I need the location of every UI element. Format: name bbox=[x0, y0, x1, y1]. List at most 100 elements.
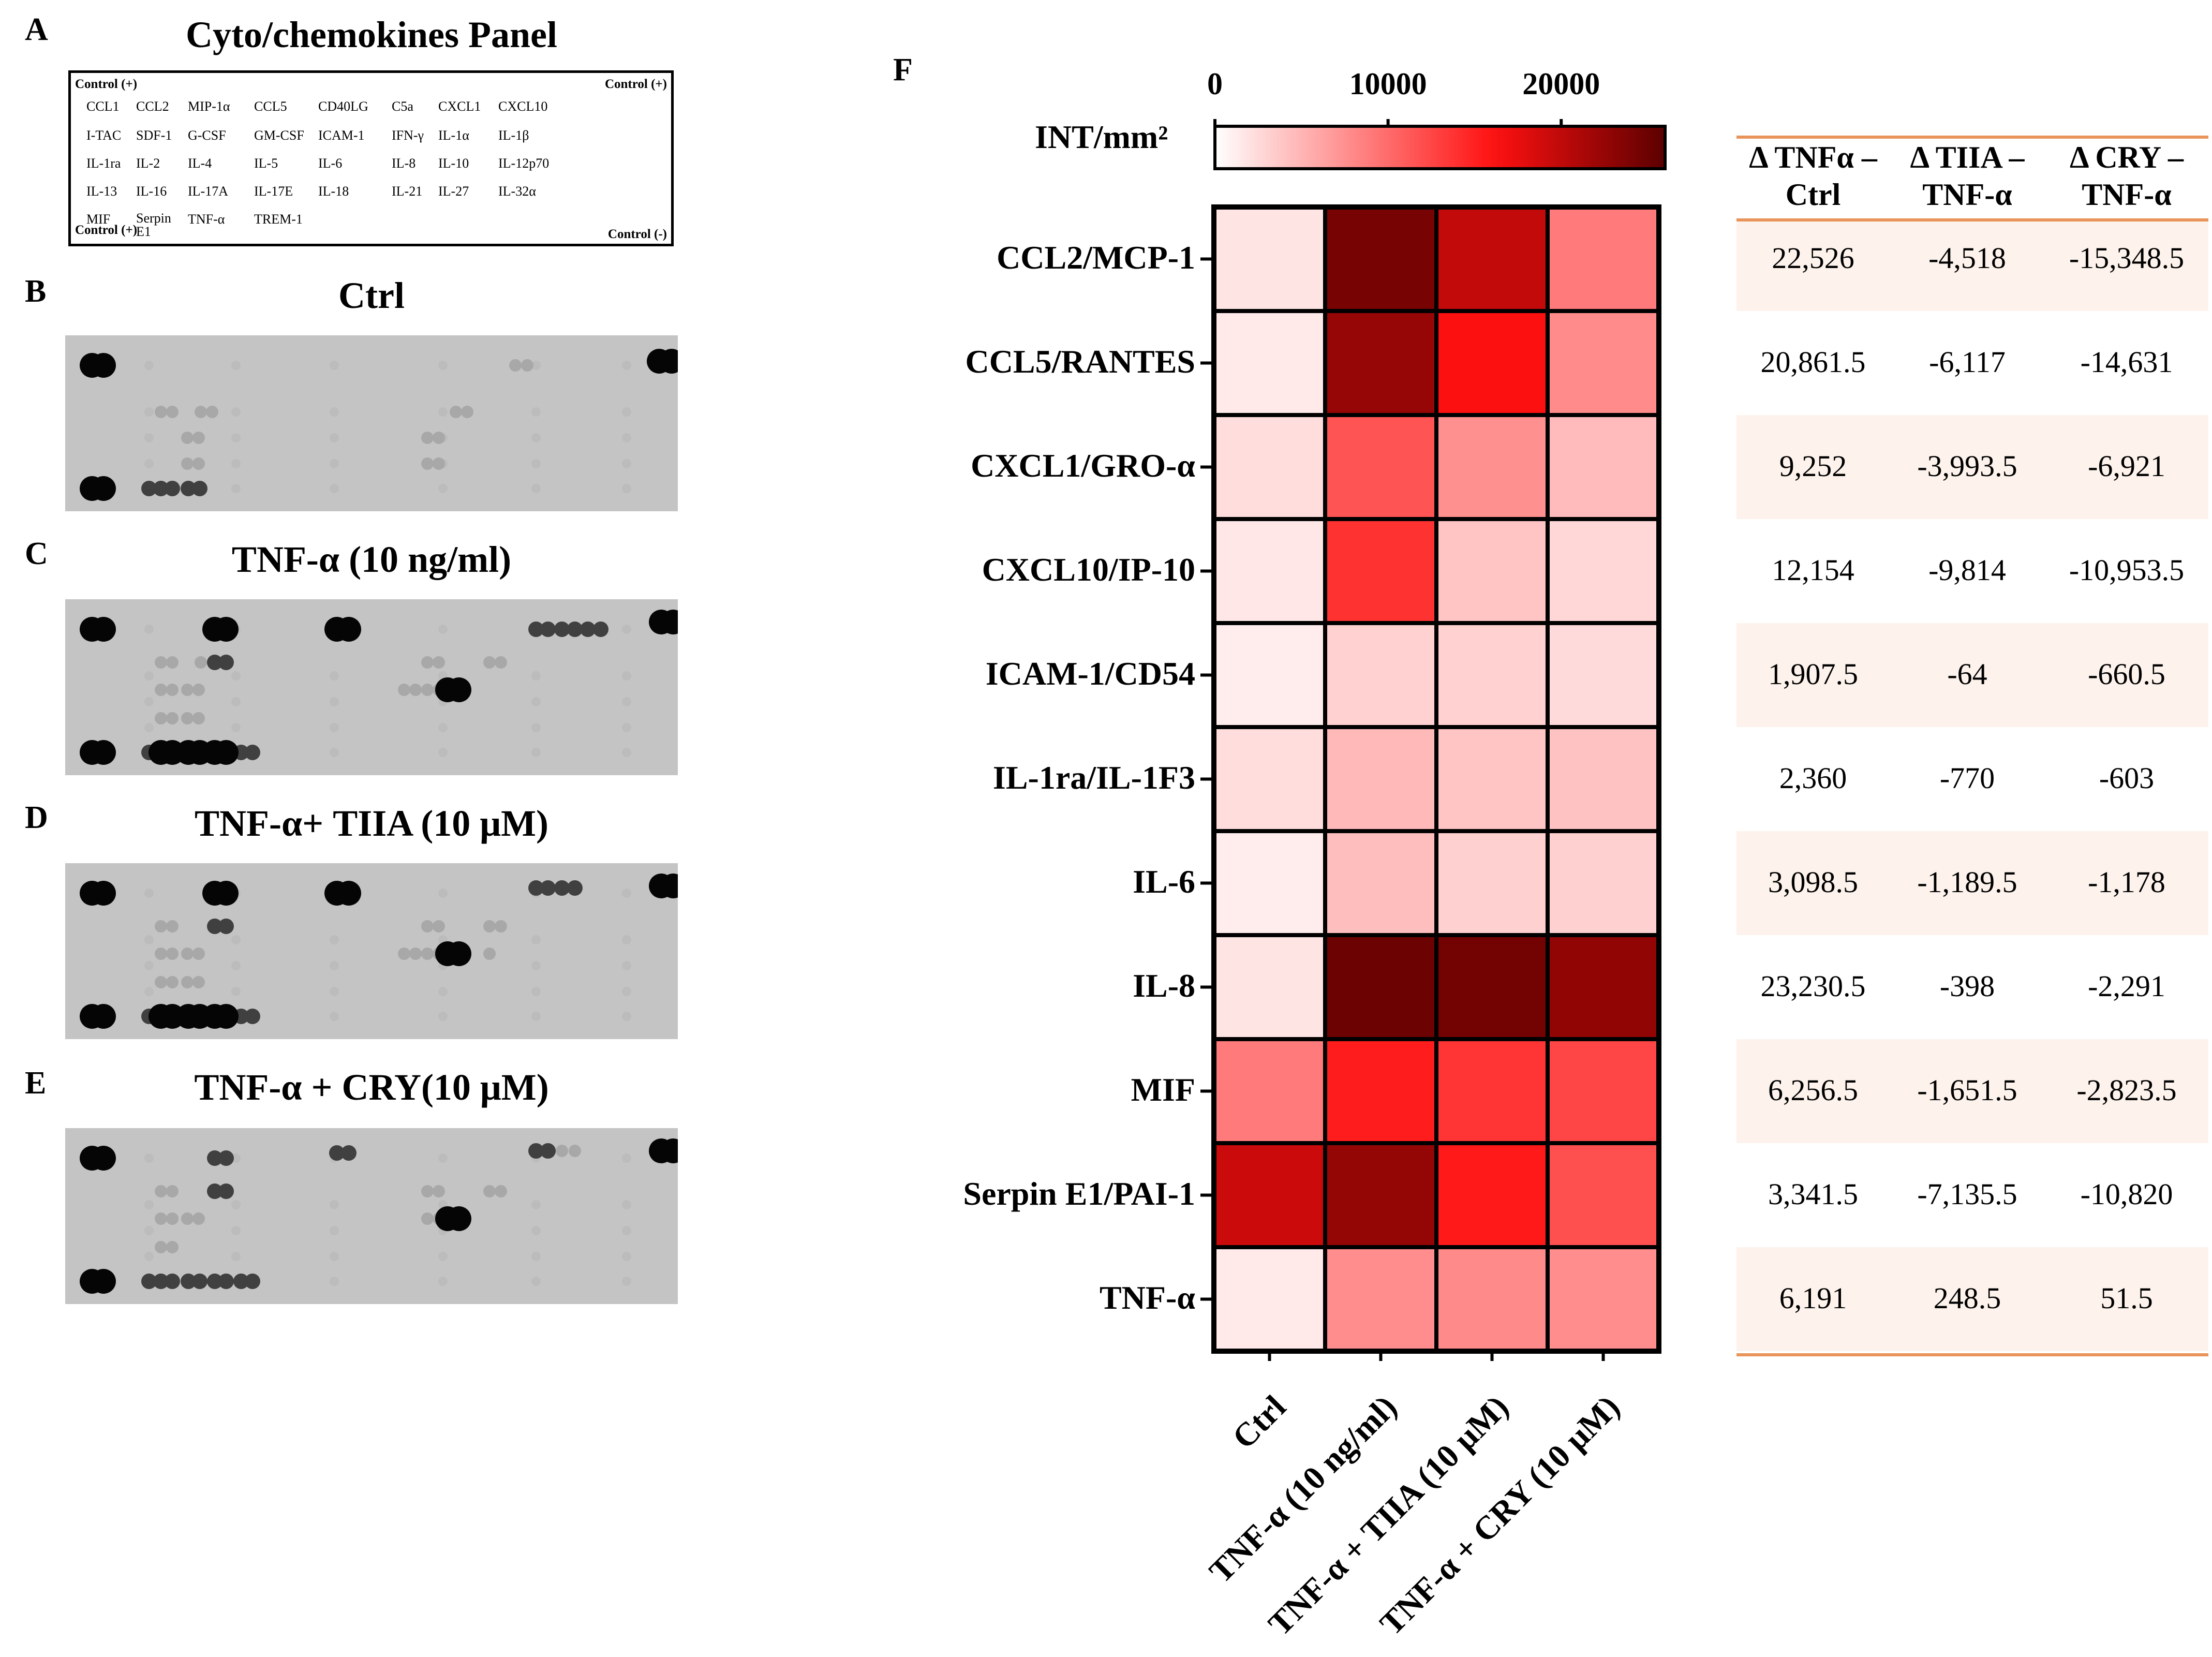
heatmap-cell bbox=[1323, 725, 1438, 833]
column-label: TNF-α (10 ng/ml) bbox=[1202, 1388, 1404, 1590]
blot-spot bbox=[214, 617, 239, 642]
panel-d-title: TNF-α+ TIIA (10 μM) bbox=[195, 803, 548, 844]
blot-spot bbox=[91, 353, 116, 378]
table-row bbox=[1736, 1247, 2208, 1351]
blot-spot bbox=[330, 987, 339, 996]
blot-spot bbox=[438, 889, 448, 898]
blot-spot bbox=[155, 920, 167, 933]
blot-spot bbox=[531, 748, 541, 757]
blot-spot bbox=[144, 407, 154, 417]
blot-spot bbox=[207, 655, 222, 670]
blot-spot bbox=[495, 1185, 507, 1197]
blot-spot bbox=[438, 1277, 448, 1286]
blot-spot bbox=[165, 481, 180, 496]
blot-spot bbox=[144, 1200, 154, 1209]
blot-spot bbox=[330, 361, 339, 370]
heatmap-cell bbox=[1546, 621, 1661, 729]
blot-spot bbox=[433, 457, 445, 470]
blot-spot bbox=[659, 349, 678, 374]
blot-spot bbox=[531, 407, 541, 417]
blot-spot bbox=[166, 976, 179, 988]
blot-spot bbox=[438, 1012, 448, 1021]
blot-spot bbox=[155, 1185, 167, 1197]
heatmap-cell bbox=[1434, 205, 1550, 313]
blot-spot bbox=[166, 656, 179, 669]
table-cell: 2,360 bbox=[1779, 761, 1847, 795]
heatmap-cell bbox=[1323, 205, 1438, 313]
panel-b-title: Ctrl bbox=[338, 275, 405, 316]
blot-cry bbox=[65, 1128, 678, 1304]
blot-spot bbox=[540, 1143, 556, 1159]
row-label: CCL2/MCP-1 bbox=[997, 239, 1195, 276]
table-bottom-rule bbox=[1736, 1353, 2208, 1356]
blot-spot bbox=[91, 476, 116, 501]
legend-cell: IL-21 bbox=[392, 184, 423, 199]
blot-spot bbox=[447, 677, 471, 702]
heatmap-cell bbox=[1434, 725, 1550, 833]
blot-spot bbox=[231, 987, 241, 996]
blot-spot bbox=[531, 1252, 541, 1261]
table-header: Δ TNFα – bbox=[1749, 140, 1877, 174]
heatmap bbox=[1200, 204, 1661, 1361]
table-cell: -1,651.5 bbox=[1917, 1073, 2017, 1107]
blot-spot bbox=[528, 1143, 544, 1159]
blot-spot bbox=[330, 459, 339, 468]
legend-cell: IL-1ra bbox=[86, 156, 121, 171]
blot-spot bbox=[218, 1183, 234, 1199]
blot-spot bbox=[438, 1153, 448, 1163]
heatmap-cell bbox=[1212, 1245, 1327, 1353]
blot-spot bbox=[483, 1185, 496, 1197]
blot-spot bbox=[181, 948, 194, 960]
blot-spot bbox=[231, 697, 241, 706]
blot-spot bbox=[231, 1200, 241, 1209]
blot-spot bbox=[330, 935, 339, 944]
legend-cell: IL-1α bbox=[438, 128, 469, 143]
blot-spot bbox=[166, 920, 179, 933]
blot-spot bbox=[192, 1274, 207, 1289]
column-label: Ctrl bbox=[1225, 1388, 1293, 1456]
table-cell: -1,189.5 bbox=[1917, 865, 2017, 899]
blot-spot bbox=[622, 748, 631, 757]
blot-spot bbox=[531, 361, 541, 370]
blot-spot bbox=[141, 1274, 157, 1289]
blot-spot bbox=[438, 723, 448, 732]
heatmap-cell bbox=[1323, 621, 1438, 729]
heatmap-cell bbox=[1212, 933, 1327, 1041]
row-label: IL-6 bbox=[1133, 863, 1195, 900]
blot-spot bbox=[433, 432, 445, 444]
heatmap-cell bbox=[1434, 829, 1550, 937]
blot-spot bbox=[144, 1252, 154, 1261]
table-cell: -10,820 bbox=[2080, 1177, 2173, 1211]
blot-spot bbox=[231, 407, 241, 417]
colorbar-tick-label: 0 bbox=[1207, 67, 1223, 101]
row-label: CXCL1/GRO-α bbox=[971, 447, 1195, 484]
blot-spot bbox=[330, 1252, 339, 1261]
blot-spot bbox=[144, 625, 154, 634]
heatmap-cell bbox=[1323, 309, 1438, 417]
legend-cell: IL-13 bbox=[86, 184, 117, 199]
blot-spot bbox=[91, 1004, 116, 1029]
row-label: CCL5/RANTES bbox=[965, 343, 1195, 380]
blot-spot bbox=[214, 1004, 239, 1029]
blot-spot bbox=[450, 406, 462, 418]
blot-spot bbox=[421, 1185, 434, 1197]
blot-spot bbox=[231, 1252, 241, 1261]
blot-spot bbox=[531, 723, 541, 732]
blot-spot bbox=[438, 987, 448, 996]
legend-cell: IL-16 bbox=[136, 184, 167, 199]
blot-spot bbox=[567, 622, 583, 637]
blot-spot bbox=[398, 684, 410, 696]
blot-spot bbox=[329, 1145, 345, 1161]
blot-spot bbox=[622, 484, 631, 493]
blot-spot bbox=[531, 1012, 541, 1021]
heatmap-cell bbox=[1546, 725, 1661, 833]
blot-cry-spots bbox=[80, 1138, 678, 1294]
blot-spot bbox=[153, 481, 169, 496]
blot-spot bbox=[622, 935, 631, 944]
table-cell: 6,191 bbox=[1779, 1281, 1847, 1315]
blot-spot bbox=[144, 987, 154, 996]
heatmap-cell bbox=[1212, 621, 1327, 729]
heatmap-cell bbox=[1434, 309, 1550, 417]
blot-spot bbox=[144, 433, 154, 442]
heatmap-cell bbox=[1546, 517, 1661, 625]
